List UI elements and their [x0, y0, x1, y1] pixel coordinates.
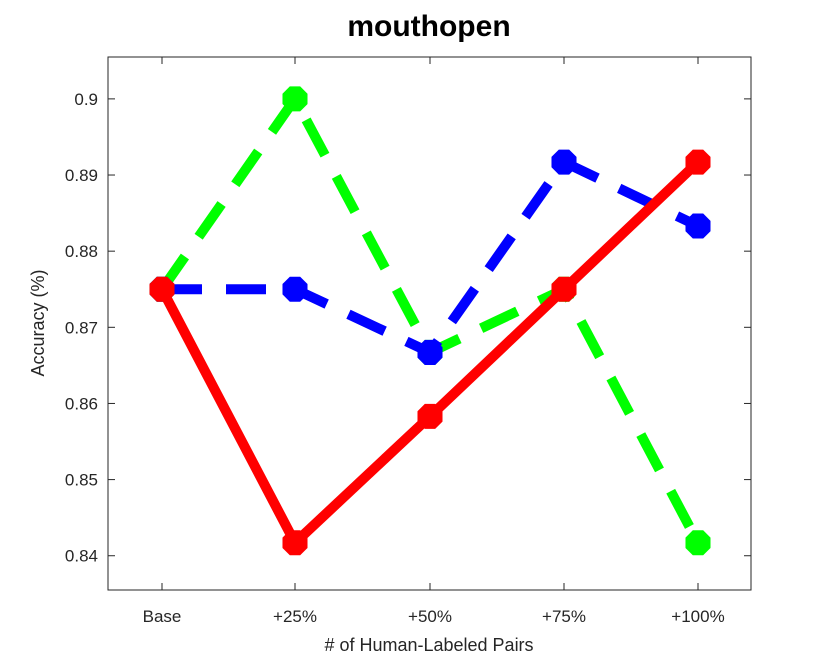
y-axis-label: Accuracy (%)	[28, 269, 48, 376]
data-point	[685, 213, 711, 239]
data-point	[417, 339, 443, 365]
x-tick-label: +100%	[671, 607, 724, 626]
series-1	[149, 149, 711, 365]
data-point	[282, 86, 308, 112]
y-tick-label: 0.84	[65, 547, 98, 566]
data-point	[417, 403, 443, 429]
y-tick-label: 0.87	[65, 318, 98, 337]
y-axis: 0.84 0.85 0.86 0.87 0.88 0.89 0.9	[65, 90, 751, 566]
data-point	[551, 149, 577, 175]
x-tick-label: Base	[143, 607, 182, 626]
y-tick-label: 0.88	[65, 242, 98, 261]
series-layer	[149, 86, 711, 556]
series-2	[149, 149, 711, 556]
x-tick-label: +25%	[273, 607, 317, 626]
chart-title: mouthopen	[347, 10, 510, 43]
x-axis-label: # of Human-Labeled Pairs	[324, 635, 533, 655]
y-tick-label: 0.85	[65, 471, 98, 490]
y-tick-label: 0.9	[74, 90, 98, 109]
x-tick-label: +50%	[408, 607, 452, 626]
data-point	[551, 276, 577, 302]
y-tick-label: 0.86	[65, 394, 98, 413]
x-axis: Base +25% +50% +75% +100%	[143, 57, 725, 626]
data-point	[149, 276, 175, 302]
plot-area	[107, 56, 752, 591]
y-tick-label: 0.89	[65, 166, 98, 185]
x-tick-label: +75%	[542, 607, 586, 626]
data-point	[685, 149, 711, 175]
data-point	[282, 276, 308, 302]
data-point	[685, 530, 711, 556]
data-point	[282, 530, 308, 556]
